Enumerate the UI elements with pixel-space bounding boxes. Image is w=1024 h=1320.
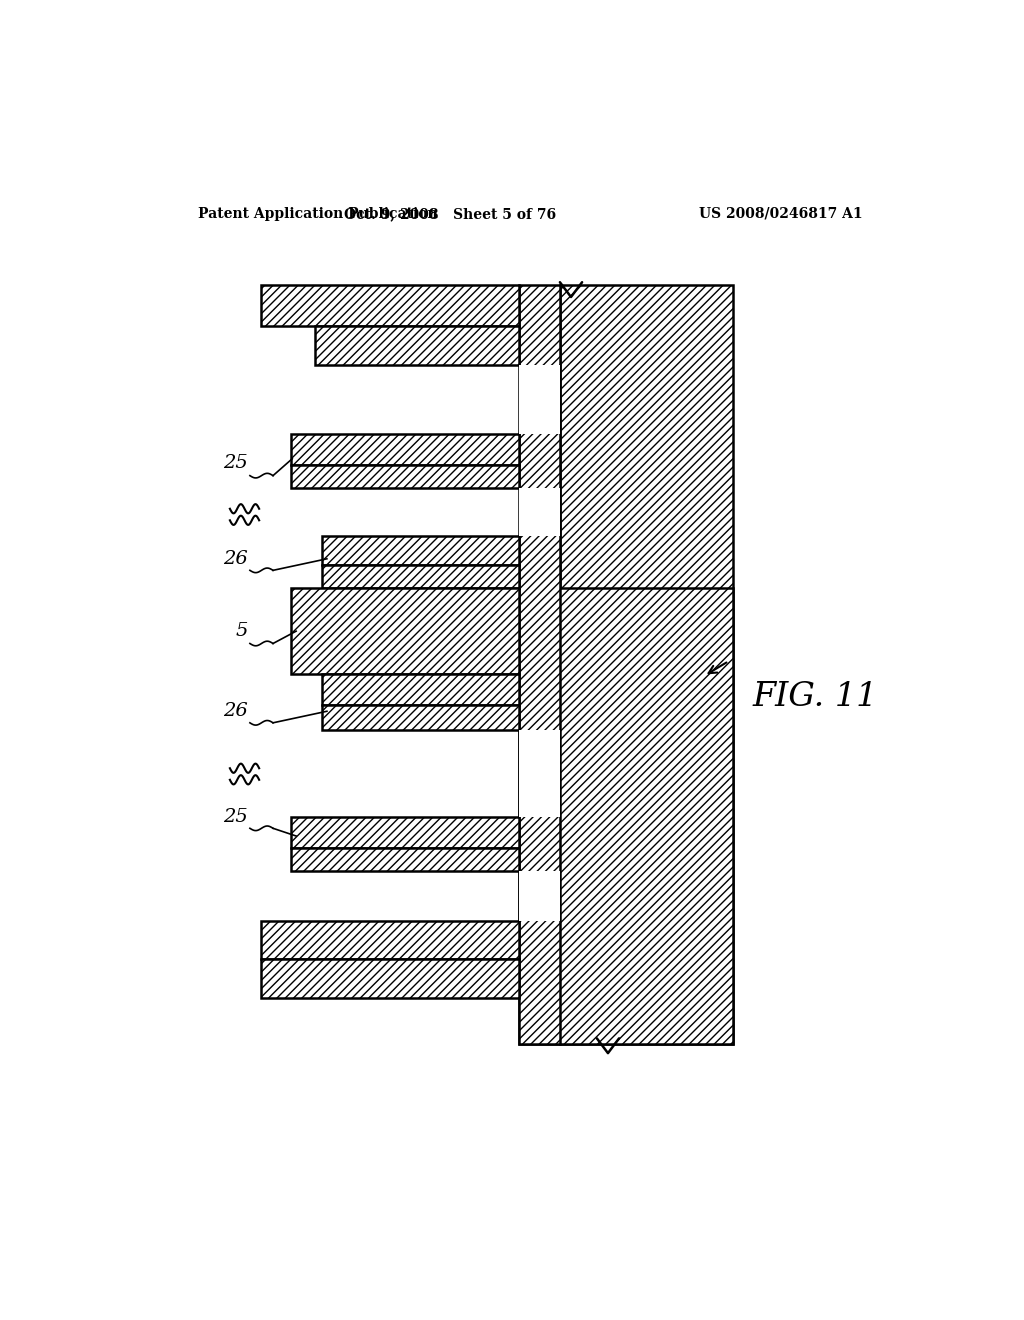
Bar <box>519 364 560 434</box>
Bar <box>322 675 519 705</box>
Bar <box>315 326 519 364</box>
Bar <box>519 285 560 1044</box>
Bar <box>291 847 519 871</box>
Bar <box>291 817 519 847</box>
Bar <box>560 285 733 1044</box>
Text: Patent Application Publication: Patent Application Publication <box>199 207 438 220</box>
Bar <box>261 921 519 960</box>
Text: 26: 26 <box>223 550 248 568</box>
Bar <box>261 285 519 326</box>
Bar <box>519 488 560 536</box>
Text: Oct. 9, 2008   Sheet 5 of 76: Oct. 9, 2008 Sheet 5 of 76 <box>344 207 556 220</box>
Text: US 2008/0246817 A1: US 2008/0246817 A1 <box>699 207 863 220</box>
Bar <box>519 589 733 1044</box>
Text: 25: 25 <box>223 454 248 471</box>
Text: 25: 25 <box>223 808 248 826</box>
Bar <box>291 465 519 488</box>
Text: 5: 5 <box>236 622 248 640</box>
Bar <box>291 434 519 465</box>
Bar <box>261 960 519 998</box>
Bar <box>291 589 519 675</box>
Bar <box>322 565 519 589</box>
Bar <box>322 705 519 730</box>
Text: FIG. 11: FIG. 11 <box>753 681 879 713</box>
Text: 26: 26 <box>223 702 248 721</box>
Bar <box>322 536 519 565</box>
Bar <box>519 730 560 817</box>
Bar <box>519 871 560 921</box>
